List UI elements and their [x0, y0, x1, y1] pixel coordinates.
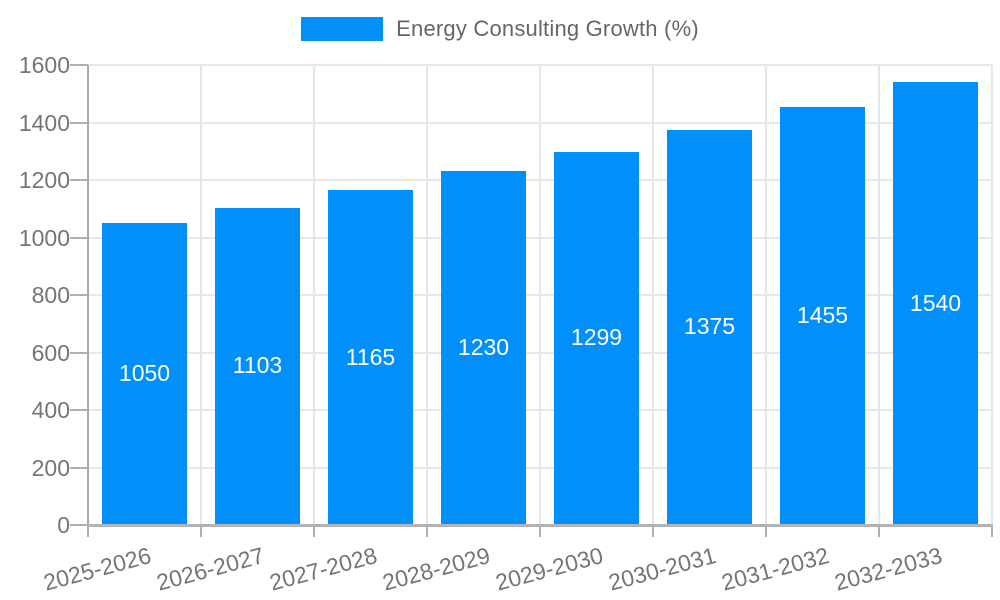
x-gridline: [539, 65, 541, 525]
x-axis-category-label: 2031-2032: [718, 542, 832, 596]
x-axis-tick: [426, 525, 428, 537]
x-gridline: [991, 65, 993, 525]
x-axis-tick: [652, 525, 654, 537]
y-axis-tick-label: 1200: [18, 167, 70, 193]
x-axis-line: [87, 524, 993, 527]
y-axis-tick: [70, 294, 88, 296]
bar-value-label: 1165: [345, 343, 396, 370]
y-axis-tick: [70, 351, 88, 354]
x-gridline: [426, 65, 428, 525]
x-axis-category-label: 2028-2029: [379, 542, 493, 596]
x-axis-tick: [200, 525, 202, 537]
bar-2031-2032: [780, 106, 865, 525]
x-axis-category-label: 2027-2028: [266, 542, 380, 596]
x-axis-tick: [539, 525, 541, 537]
bar-2030-2031: [667, 129, 752, 525]
y-axis-tick-label: 0: [57, 512, 70, 538]
bar-value-label: 1299: [570, 324, 623, 351]
y-axis-tick-label: 600: [31, 339, 70, 366]
x-axis-tick: [878, 525, 880, 537]
y-axis-tick: [70, 409, 88, 411]
x-axis-category-label: 2029-2030: [492, 542, 606, 596]
y-axis-tick-label: 1600: [18, 52, 70, 78]
bar-value-label: 1375: [683, 313, 736, 340]
y-axis-tick: [70, 121, 88, 124]
bar-2029-2030: [554, 151, 639, 525]
chart-legend: Energy Consulting Growth (%): [0, 16, 1000, 42]
x-axis-tick: [991, 525, 993, 537]
legend-series-label: Energy Consulting Growth (%): [396, 16, 699, 41]
x-gridline: [652, 65, 654, 525]
bar-value-label: 1455: [796, 301, 849, 328]
y-axis-tick: [70, 524, 88, 526]
bar-2032-2033: [893, 82, 978, 525]
bar-value-label: 1050: [118, 360, 171, 387]
y-axis-tick-label: 200: [31, 454, 70, 481]
y-axis-line: [87, 65, 89, 525]
y-axis-tick-label: 1400: [18, 109, 70, 136]
x-axis-category-label: 2025-2026: [40, 542, 154, 596]
bar-value-label: 1540: [909, 289, 962, 316]
y-axis-tick-label: 400: [31, 397, 70, 423]
x-axis-tick: [87, 525, 89, 537]
x-axis-category-label: 2032-2033: [831, 542, 945, 596]
x-gridline: [313, 65, 315, 525]
y-axis-tick-label: 800: [31, 282, 70, 308]
x-gridline: [878, 65, 880, 525]
y-axis-tick: [70, 466, 88, 469]
y-axis-tick: [70, 236, 88, 239]
bar-2026-2027: [215, 207, 300, 525]
bar-value-label: 1230: [457, 334, 510, 361]
x-axis-category-label: 2026-2027: [153, 542, 267, 596]
y-axis-tick: [70, 64, 88, 66]
bar-2025-2026: [102, 223, 187, 525]
x-gridline: [765, 65, 767, 525]
bar-2028-2029: [441, 171, 526, 525]
bar-value-label: 1103: [232, 352, 283, 379]
x-gridline: [200, 65, 202, 525]
x-axis-tick: [313, 525, 315, 537]
y-axis-tick-label: 1000: [18, 224, 70, 251]
bar-2027-2028: [328, 190, 413, 525]
legend-swatch-icon: [301, 17, 384, 41]
y-axis-tick: [70, 179, 88, 181]
x-axis-category-label: 2030-2031: [605, 542, 719, 596]
x-axis-tick: [765, 525, 767, 537]
